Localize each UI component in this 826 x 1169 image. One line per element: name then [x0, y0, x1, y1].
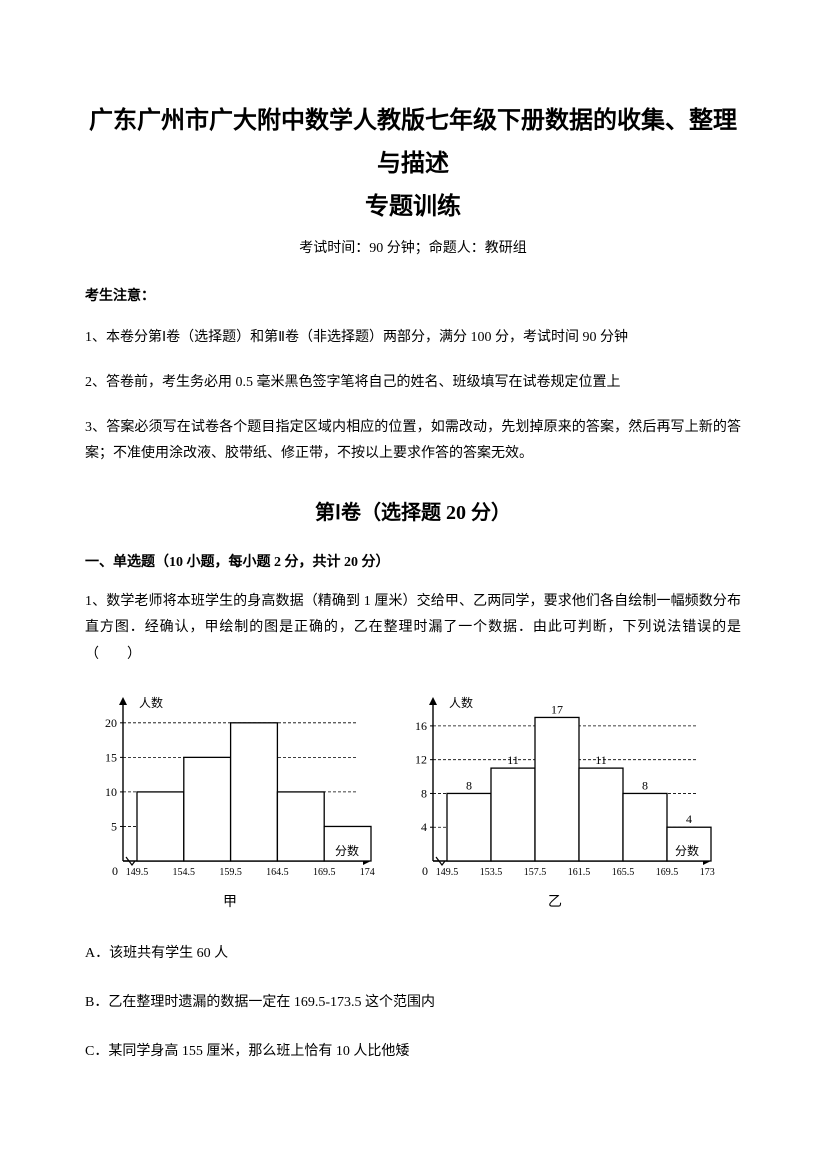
svg-text:164.5: 164.5 [266, 867, 289, 878]
svg-text:8: 8 [421, 786, 427, 800]
svg-text:分数: 分数 [675, 843, 699, 858]
svg-text:149.5: 149.5 [436, 867, 459, 878]
svg-text:157.5: 157.5 [524, 867, 547, 878]
svg-text:12: 12 [415, 752, 427, 766]
chart-yi-label: 乙 [395, 891, 715, 911]
chart-yi: 4 8 12 16 8 11 17 11 8 4 149.5 153.5 157.5 161.5 165.5… [395, 687, 715, 887]
notice-1: 1、本卷分第Ⅰ卷（选择题）和第Ⅱ卷（非选择题）两部分，满分 100 分，考试时间… [85, 325, 741, 352]
svg-text:159.5: 159.5 [219, 867, 242, 878]
charts-row: 5 10 15 20 149.5 154.5 159.5 164.5 169.5 174.5 0 人数… [85, 687, 741, 911]
option-c: C．某同学身高 155 厘米，那么班上恰有 10 人比他矮 [85, 1039, 741, 1064]
svg-text:149.5: 149.5 [126, 867, 149, 878]
notice-heading: 考生注意： [85, 285, 741, 305]
svg-text:161.5: 161.5 [568, 867, 591, 878]
svg-text:11: 11 [595, 753, 607, 767]
svg-text:人数: 人数 [139, 695, 163, 710]
title-line-2: 专题训练 [85, 186, 741, 221]
svg-text:174.5: 174.5 [360, 867, 375, 878]
svg-text:8: 8 [466, 778, 472, 792]
exam-page: 广东广州市广大附中数学人教版七年级下册数据的收集、整理与描述 专题训练 考试时间… [0, 0, 826, 1169]
svg-text:20: 20 [105, 715, 117, 729]
svg-text:5: 5 [111, 819, 117, 833]
svg-text:173.5: 173.5 [700, 867, 715, 878]
svg-text:153.5: 153.5 [480, 867, 503, 878]
svg-text:17: 17 [551, 702, 563, 716]
svg-text:165.5: 165.5 [612, 867, 635, 878]
svg-text:169.5: 169.5 [656, 867, 679, 878]
option-a: A．该班共有学生 60 人 [85, 941, 741, 966]
question-1-text: 1、数学老师将本班学生的身高数据（精确到 1 厘米）交给甲、乙两同学，要求他们各… [85, 589, 741, 669]
svg-text:16: 16 [415, 718, 427, 732]
svg-text:人数: 人数 [449, 695, 473, 710]
svg-text:4: 4 [421, 820, 427, 834]
chart-jia-box: 5 10 15 20 149.5 154.5 159.5 164.5 169.5 174.5 0 人数… [85, 687, 375, 911]
option-b: B．乙在整理时遗漏的数据一定在 169.5-173.5 这个范围内 [85, 990, 741, 1015]
svg-text:169.5: 169.5 [313, 867, 336, 878]
svg-text:15: 15 [105, 750, 117, 764]
exam-info: 考试时间：90 分钟；命题人：教研组 [85, 237, 741, 257]
svg-text:8: 8 [642, 778, 648, 792]
chart-jia: 5 10 15 20 149.5 154.5 159.5 164.5 169.5 174.5 0 人数… [85, 687, 375, 887]
svg-text:154.5: 154.5 [173, 867, 196, 878]
notice-3: 3、答案必须写在试卷各个题目指定区域内相应的位置，如需改动，先划掉原来的答案，然… [85, 415, 741, 468]
svg-text:4: 4 [686, 812, 692, 826]
svg-text:10: 10 [105, 784, 117, 798]
subsection-1: 一、单选题（10 小题，每小题 2 分，共计 20 分） [85, 551, 741, 571]
svg-text:11: 11 [507, 753, 519, 767]
chart-yi-box: 4 8 12 16 8 11 17 11 8 4 149.5 153.5 157.5 161.5 165.5… [395, 687, 715, 911]
svg-text:分数: 分数 [335, 843, 359, 858]
title-line-1: 广东广州市广大附中数学人教版七年级下册数据的收集、整理与描述 [85, 100, 741, 186]
chart-jia-label: 甲 [85, 891, 375, 911]
notice-2: 2、答卷前，考生务必用 0.5 毫米黑色签字笔将自己的姓名、班级填写在试卷规定位… [85, 370, 741, 397]
svg-text:0: 0 [112, 864, 118, 878]
section-1-heading: 第Ⅰ卷（选择题 20 分） [85, 496, 741, 525]
svg-text:0: 0 [422, 864, 428, 878]
